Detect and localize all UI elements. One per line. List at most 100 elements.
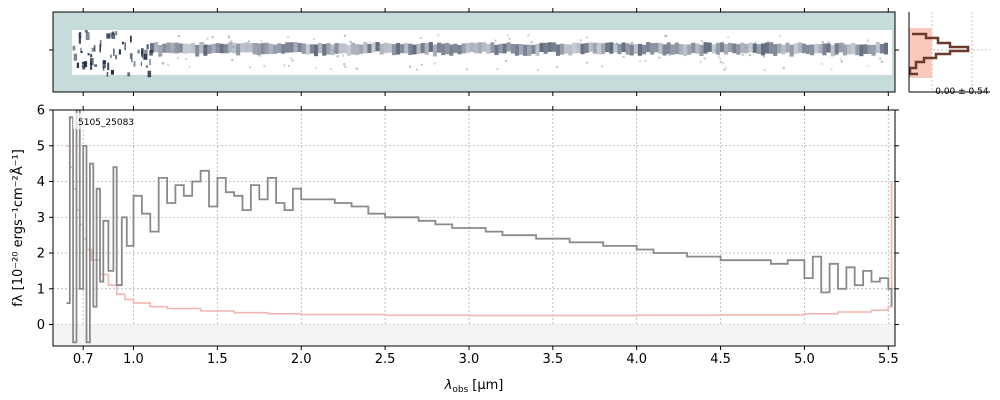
- two-d-trace-pixel: [342, 43, 347, 54]
- x-tick-label: 4.5: [710, 352, 731, 367]
- two-d-trace-pixel: [375, 42, 380, 52]
- two-d-noise-pixel: [145, 65, 149, 68]
- two-d-speckle: [744, 46, 747, 49]
- two-d-trace-pixel: [584, 43, 589, 53]
- two-d-noise-pixel: [102, 63, 106, 69]
- two-d-speckle: [668, 54, 671, 57]
- x-tick-label: 5.0: [794, 352, 815, 367]
- two-d-speckle: [622, 55, 625, 58]
- two-d-trace-pixel: [609, 42, 614, 54]
- two-d-speckle: [433, 62, 436, 65]
- two-d-trace-pixel: [219, 43, 224, 54]
- two-d-trace-pixel: [666, 42, 671, 54]
- two-d-trace-pixel: [576, 42, 581, 54]
- two-d-trace-pixel: [822, 43, 827, 56]
- two-d-noise-pixel: [102, 66, 105, 71]
- two-d-trace-pixel: [777, 43, 782, 54]
- two-d-trace-pixel: [391, 44, 396, 56]
- two-d-trace-pixel: [588, 42, 593, 52]
- two-d-trace-pixel: [842, 44, 847, 56]
- two-d-trace-pixel: [580, 43, 585, 55]
- y-axis-title: fλ [10⁻²⁰ ergs⁻¹cm⁻²Å⁻¹]: [10, 149, 26, 307]
- two-d-speckle: [762, 55, 765, 58]
- two-d-trace-pixel: [314, 44, 319, 57]
- two-d-speckle: [330, 67, 333, 70]
- two-d-trace-pixel: [769, 42, 774, 54]
- two-d-trace-pixel: [646, 42, 651, 53]
- two-d-trace-pixel: [883, 42, 888, 55]
- two-d-trace-pixel: [207, 44, 212, 54]
- two-d-trace-pixel: [785, 42, 790, 53]
- two-d-trace-pixel: [256, 43, 261, 56]
- two-d-trace-pixel: [719, 42, 724, 53]
- two-d-speckle: [741, 53, 744, 56]
- two-d-speckle: [834, 53, 837, 56]
- two-d-trace-pixel: [662, 44, 667, 56]
- two-d-speckle: [177, 35, 180, 38]
- two-d-trace-pixel: [617, 43, 622, 55]
- two-d-trace-pixel: [182, 43, 187, 54]
- two-d-trace-pixel: [281, 44, 286, 54]
- two-d-trace-pixel: [240, 43, 245, 53]
- two-d-speckle: [188, 65, 191, 68]
- two-d-speckle: [421, 63, 424, 66]
- two-d-trace-pixel: [264, 42, 269, 55]
- two-d-trace-pixel: [793, 43, 798, 54]
- two-d-trace-pixel: [346, 44, 351, 56]
- two-d-trace-pixel: [203, 44, 208, 56]
- two-d-speckle: [719, 57, 722, 60]
- two-d-trace-pixel: [248, 42, 253, 53]
- y-tick-label: 3: [37, 211, 45, 226]
- two-d-speckle: [494, 39, 497, 42]
- two-d-trace-pixel: [437, 42, 442, 53]
- two-d-noise-pixel: [111, 33, 116, 39]
- two-d-trace-pixel: [211, 43, 216, 54]
- two-d-speckle: [876, 50, 879, 53]
- y-tick-label: 0: [37, 318, 45, 333]
- two-d-trace-pixel: [687, 44, 692, 55]
- two-d-trace-pixel: [740, 42, 745, 53]
- two-d-speckle: [639, 60, 642, 63]
- two-d-noise-pixel: [85, 32, 90, 41]
- two-d-trace-pixel: [301, 43, 306, 54]
- two-d-noise-pixel: [110, 32, 113, 38]
- two-d-speckle: [530, 41, 533, 44]
- two-d-speckle: [232, 44, 235, 47]
- two-d-noise-pixel: [115, 54, 117, 60]
- two-d-trace-pixel: [875, 42, 880, 53]
- two-d-speckle: [821, 41, 824, 44]
- two-d-trace-pixel: [461, 43, 466, 54]
- two-d-trace-pixel: [670, 44, 675, 55]
- two-d-speckle: [585, 36, 588, 39]
- two-d-trace-pixel: [236, 43, 241, 56]
- two-d-speckle: [202, 41, 205, 44]
- two-d-trace-pixel: [596, 42, 601, 55]
- two-d-trace-pixel: [408, 43, 413, 56]
- two-d-trace-pixel: [601, 43, 606, 55]
- two-d-trace-pixel: [826, 43, 831, 53]
- two-d-trace-pixel: [473, 42, 478, 54]
- two-d-trace-pixel: [469, 42, 474, 52]
- x-tick-label: 2.5: [375, 352, 396, 367]
- two-d-speckle: [343, 34, 346, 37]
- two-d-speckle: [288, 64, 291, 67]
- two-d-trace-pixel: [760, 43, 765, 56]
- two-d-speckle: [723, 68, 726, 71]
- two-d-trace-pixel: [531, 44, 536, 54]
- two-d-trace-pixel: [801, 43, 806, 54]
- two-d-noise-pixel: [147, 70, 152, 78]
- two-d-noise-pixel: [129, 53, 133, 59]
- two-d-trace-pixel: [539, 42, 544, 52]
- two-d-trace-pixel: [506, 42, 511, 52]
- two-d-trace-pixel: [879, 43, 884, 54]
- two-d-trace-pixel: [514, 44, 519, 56]
- two-d-speckle: [640, 51, 643, 54]
- two-d-speckle: [158, 54, 161, 57]
- two-d-trace-pixel: [555, 44, 560, 56]
- two-d-trace-pixel: [363, 42, 368, 54]
- two-d-speckle: [867, 64, 870, 67]
- two-d-speckle: [644, 59, 647, 62]
- two-d-trace-pixel: [244, 42, 249, 53]
- two-d-trace-pixel: [711, 44, 716, 54]
- two-d-noise-pixel: [99, 44, 101, 52]
